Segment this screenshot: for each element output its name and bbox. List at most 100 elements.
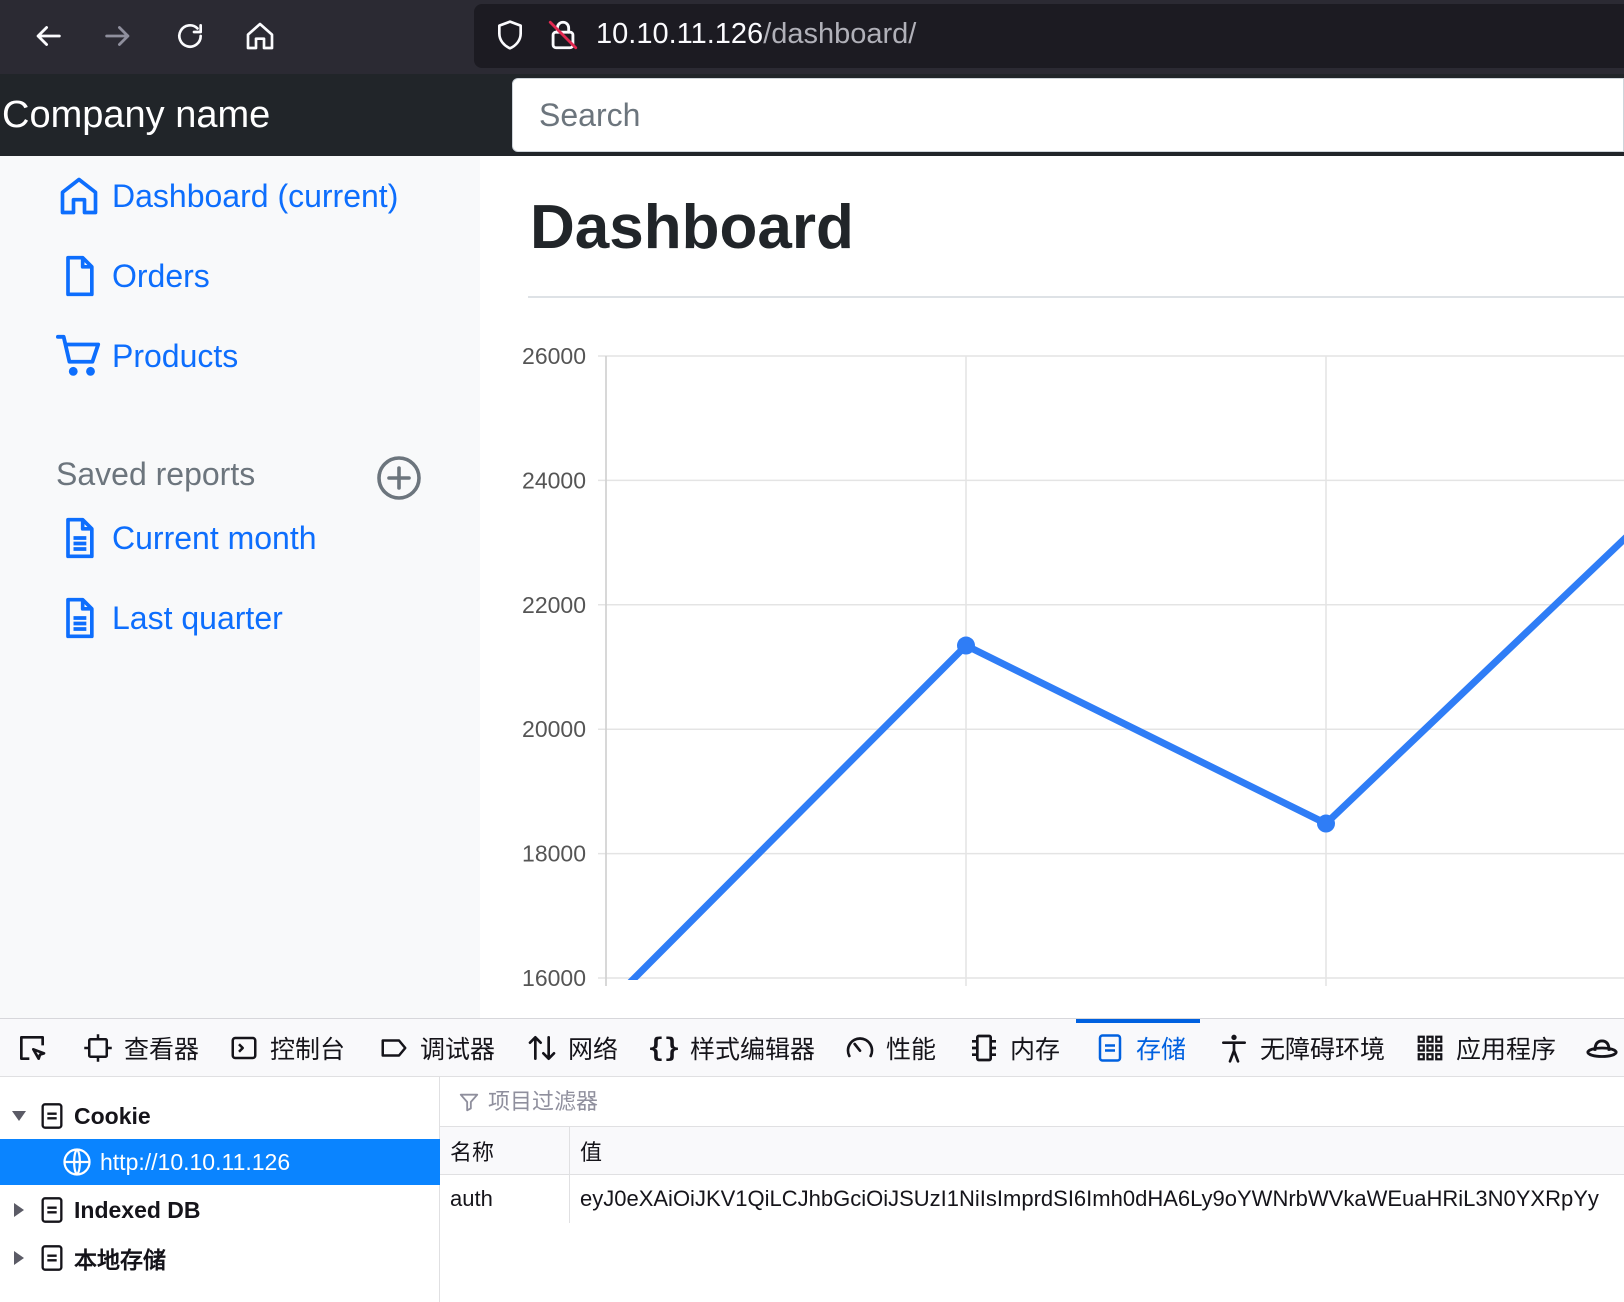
back-button[interactable] bbox=[26, 14, 70, 58]
data-point bbox=[1317, 814, 1335, 833]
tab-application[interactable]: 应用程序 bbox=[1412, 1019, 1556, 1077]
tab-label: 控制台 bbox=[270, 1036, 346, 1064]
reload-icon bbox=[178, 24, 202, 48]
picker-icon bbox=[14, 1030, 50, 1066]
tree-label: 本地存储 bbox=[74, 1247, 166, 1273]
series-line bbox=[627, 534, 1624, 980]
url-text[interactable]: 10.10.11.126/dashboard/ bbox=[596, 18, 916, 51]
more-tools-button[interactable] bbox=[1584, 1019, 1624, 1077]
tab-label: 样式编辑器 bbox=[690, 1036, 816, 1064]
style-editor-icon: {} bbox=[647, 1032, 681, 1064]
title-divider bbox=[528, 296, 1624, 298]
report-current-month[interactable]: Current month bbox=[56, 512, 317, 564]
arrow-left-icon bbox=[36, 26, 61, 46]
tree-label: Indexed DB bbox=[74, 1196, 201, 1223]
element-picker-button[interactable] bbox=[14, 1019, 58, 1077]
sidebar-item-products[interactable]: Products bbox=[56, 330, 238, 382]
filter-input[interactable] bbox=[488, 1088, 1088, 1115]
plus-circle-icon bbox=[377, 456, 421, 500]
tree-item-cookie[interactable]: Cookie bbox=[0, 1093, 440, 1139]
console-icon bbox=[226, 1030, 262, 1066]
expand-arrow-icon[interactable] bbox=[8, 1199, 30, 1221]
tree-label: Cookie bbox=[74, 1102, 151, 1129]
sidebar-item-label: Products bbox=[112, 337, 239, 374]
line-chart: 26000 24000 22000 20000 18000 16000 bbox=[522, 343, 1624, 991]
report-label: Current month bbox=[112, 519, 317, 556]
memory-icon bbox=[966, 1030, 1002, 1066]
devtools-toolbar: 查看器 控制台 调试器 网络 {} 样式编辑器 性能 内存 存储 bbox=[0, 1019, 1624, 1077]
shopping-cart-icon bbox=[56, 333, 102, 379]
sidebar-item-label: Orders bbox=[112, 257, 210, 294]
url-path: /dashboard/ bbox=[763, 18, 917, 50]
y-tick-label: 24000 bbox=[522, 467, 586, 493]
y-tick-label: 16000 bbox=[522, 965, 586, 991]
collapse-arrow-icon[interactable] bbox=[8, 1105, 30, 1127]
sidebar-item-dashboard[interactable]: Dashboard (current) bbox=[56, 170, 398, 222]
storage-icon bbox=[38, 1101, 66, 1131]
reload-button[interactable] bbox=[168, 14, 212, 58]
home-icon bbox=[56, 173, 102, 219]
sidebar-item-orders[interactable]: Orders bbox=[56, 250, 210, 302]
network-icon bbox=[524, 1030, 560, 1066]
file-text-icon bbox=[56, 595, 102, 641]
storage-icon bbox=[38, 1195, 66, 1225]
brand-link[interactable]: Company name bbox=[2, 94, 271, 136]
tab-label: 查看器 bbox=[124, 1036, 200, 1064]
home-icon bbox=[246, 22, 274, 50]
browser-toolbar: 10.10.11.126/dashboard/ bbox=[0, 0, 1624, 74]
tab-performance[interactable]: 性能 bbox=[842, 1019, 936, 1077]
tab-storage[interactable]: 存储 bbox=[1075, 1019, 1201, 1077]
url-bar[interactable]: 10.10.11.126/dashboard/ bbox=[474, 4, 1624, 68]
tree-item-local-storage[interactable]: 本地存储 bbox=[0, 1235, 440, 1281]
add-report-button[interactable] bbox=[375, 454, 423, 502]
tab-console[interactable]: 控制台 bbox=[226, 1019, 345, 1077]
tab-label: 存储 bbox=[1136, 1036, 1187, 1064]
devtools-panel: 查看器 控制台 调试器 网络 {} 样式编辑器 性能 内存 存储 bbox=[0, 1018, 1624, 1302]
tab-debugger[interactable]: 调试器 bbox=[376, 1019, 495, 1077]
search-input[interactable] bbox=[512, 78, 1624, 152]
url-host: 10.10.11.126 bbox=[596, 18, 764, 50]
tab-label: 无障碍环境 bbox=[1260, 1036, 1386, 1064]
cookie-value-cell[interactable]: eyJ0eXAiOiJKV1QiLCJhbGciOiJSUzI1NiIsImpr… bbox=[580, 1186, 1599, 1211]
column-header-value[interactable]: 值 bbox=[580, 1139, 603, 1165]
sidebar: Dashboard (current) Orders Products Save… bbox=[0, 156, 480, 1018]
tab-memory[interactable]: 内存 bbox=[966, 1019, 1060, 1077]
cookie-name-cell[interactable]: auth bbox=[440, 1175, 570, 1223]
tab-inspector[interactable]: 查看器 bbox=[80, 1019, 199, 1077]
storage-icon bbox=[38, 1243, 66, 1273]
expand-arrow-icon[interactable] bbox=[8, 1247, 30, 1269]
insecure-lock-icon[interactable] bbox=[546, 17, 580, 53]
hat-icon bbox=[1584, 1030, 1620, 1066]
accessibility-icon bbox=[1216, 1030, 1252, 1066]
tab-label: 调试器 bbox=[420, 1036, 496, 1064]
home-button[interactable] bbox=[238, 14, 282, 58]
file-icon bbox=[56, 253, 102, 299]
tree-label: http://10.10.11.126 bbox=[100, 1148, 291, 1175]
tree-item-indexed-db[interactable]: Indexed DB bbox=[0, 1187, 440, 1233]
forward-button[interactable] bbox=[96, 14, 140, 58]
saved-reports-heading: Saved reports bbox=[56, 456, 256, 492]
tab-label: 内存 bbox=[1010, 1036, 1061, 1064]
tab-style-editor[interactable]: {} 样式编辑器 bbox=[646, 1019, 815, 1077]
tab-accessibility[interactable]: 无障碍环境 bbox=[1216, 1019, 1385, 1077]
sidebar-item-label: Dashboard (current) bbox=[112, 177, 399, 214]
tree-item-cookie-host[interactable]: http://10.10.11.126 bbox=[0, 1139, 440, 1185]
application-icon bbox=[1412, 1030, 1448, 1066]
report-last-quarter[interactable]: Last quarter bbox=[56, 592, 283, 644]
storage-icon bbox=[1092, 1030, 1128, 1066]
app-navbar: Company name bbox=[0, 74, 1624, 156]
tab-label: 网络 bbox=[568, 1036, 619, 1064]
arrow-right-icon bbox=[105, 26, 130, 46]
table-row[interactable]: auth eyJ0eXAiOiJKV1QiLCJhbGciOiJSUzI1NiI… bbox=[440, 1175, 1624, 1223]
inspector-icon bbox=[80, 1030, 116, 1066]
shield-icon[interactable] bbox=[494, 18, 526, 52]
tab-network[interactable]: 网络 bbox=[524, 1019, 618, 1077]
page-title: Dashboard bbox=[530, 193, 854, 262]
file-text-icon bbox=[56, 515, 102, 561]
y-tick-label: 18000 bbox=[522, 841, 586, 867]
globe-icon bbox=[62, 1147, 92, 1177]
y-tick-label: 26000 bbox=[522, 343, 586, 369]
column-header-name[interactable]: 名称 bbox=[440, 1127, 570, 1174]
y-tick-label: 22000 bbox=[522, 592, 586, 618]
report-label: Last quarter bbox=[112, 599, 283, 636]
